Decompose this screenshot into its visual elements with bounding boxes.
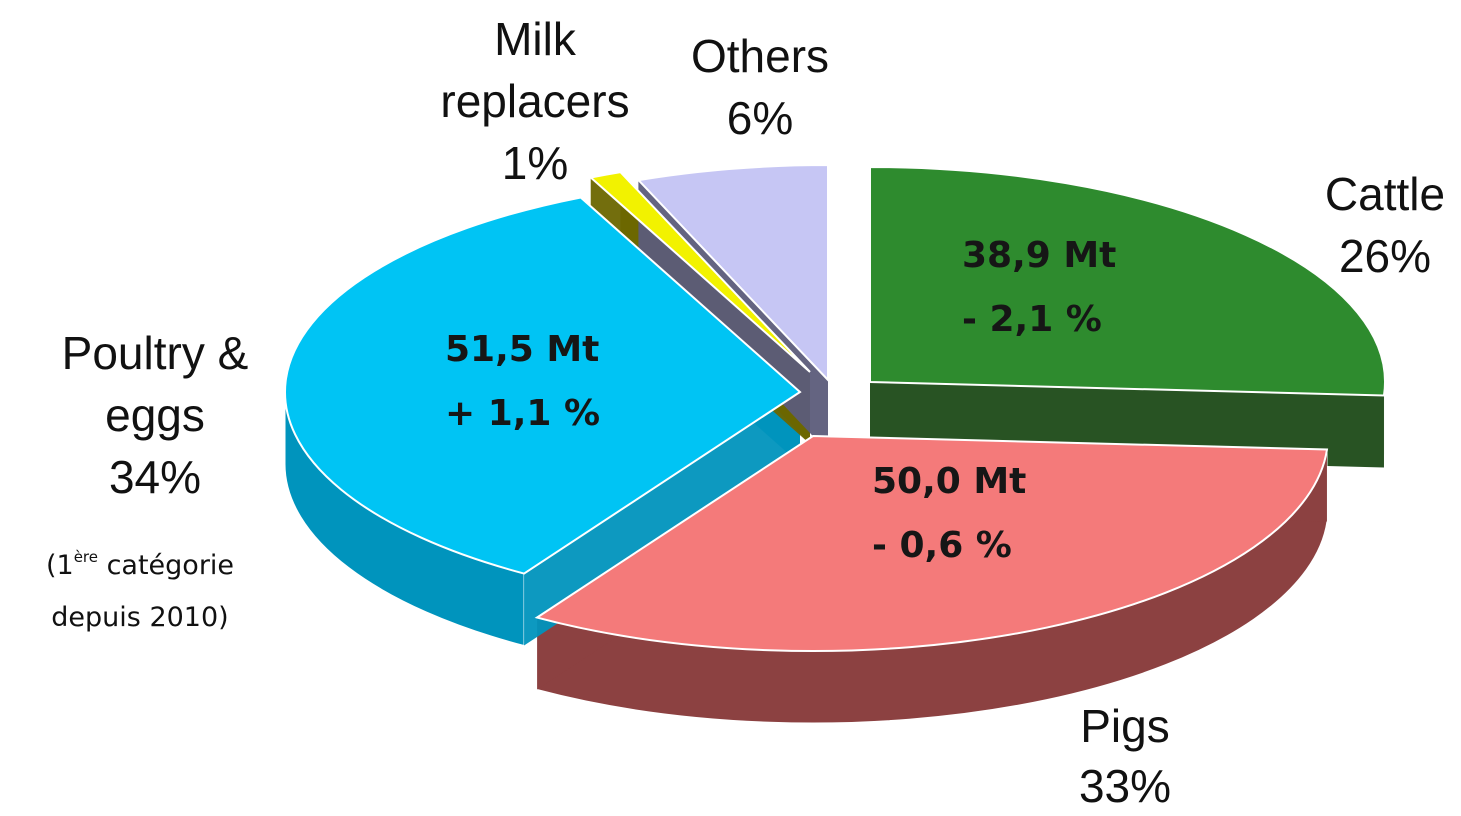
poultry-label-line1: Poultry &: [61, 327, 249, 379]
label-poultry-eggs: Poultry & eggs 34%: [30, 322, 280, 508]
footnote-line2: depuis 2010): [51, 602, 229, 633]
pigs-change: - 0,6 %: [872, 525, 1012, 566]
others-label-pct: 6%: [726, 92, 794, 144]
label-cattle: Cattle 26%: [1300, 163, 1461, 287]
slice-pigs: [534, 434, 1329, 652]
poultry-change: + 1,1 %: [445, 393, 601, 434]
slice-others: [636, 163, 829, 383]
data-label-cattle: 38,9 Mt - 2,1 %: [962, 224, 1116, 352]
data-label-pigs: 50,0 Mt - 0,6 %: [872, 450, 1026, 578]
milk-label-line2: replacers: [440, 75, 630, 127]
milk-label-pct: 1%: [501, 137, 569, 189]
cattle-label-line1: Cattle: [1324, 168, 1446, 220]
poultry-footnote: (1ère catégorie depuis 2010): [10, 540, 270, 644]
milk-label-line1: Milk: [494, 13, 576, 65]
footnote-line1: (1ère catégorie: [45, 548, 235, 582]
poultry-label-pct: 34%: [108, 451, 202, 503]
slice-milk: [588, 171, 811, 373]
cattle-label-pct: 26%: [1338, 230, 1432, 282]
data-label-poultry: 51,5 Mt + 1,1 %: [445, 318, 600, 446]
cattle-tonnage: 38,9 Mt: [962, 235, 1117, 276]
pigs-label-pct: 33%: [1078, 760, 1172, 812]
pigs-label-line1: Pigs: [1080, 700, 1170, 752]
cattle-change: - 2,1 %: [962, 299, 1102, 340]
others-label-line1: Others: [690, 30, 830, 82]
poultry-label-line2: eggs: [105, 389, 205, 441]
label-milk-replacers: Milk replacers 1%: [420, 8, 650, 194]
slice-cattle: [869, 165, 1386, 397]
slice-poultry: [284, 196, 802, 575]
pigs-tonnage: 50,0 Mt: [872, 461, 1027, 502]
label-others: Others 6%: [665, 25, 855, 149]
label-pigs: Pigs 33%: [1040, 696, 1210, 816]
poultry-tonnage: 51,5 Mt: [445, 329, 600, 370]
